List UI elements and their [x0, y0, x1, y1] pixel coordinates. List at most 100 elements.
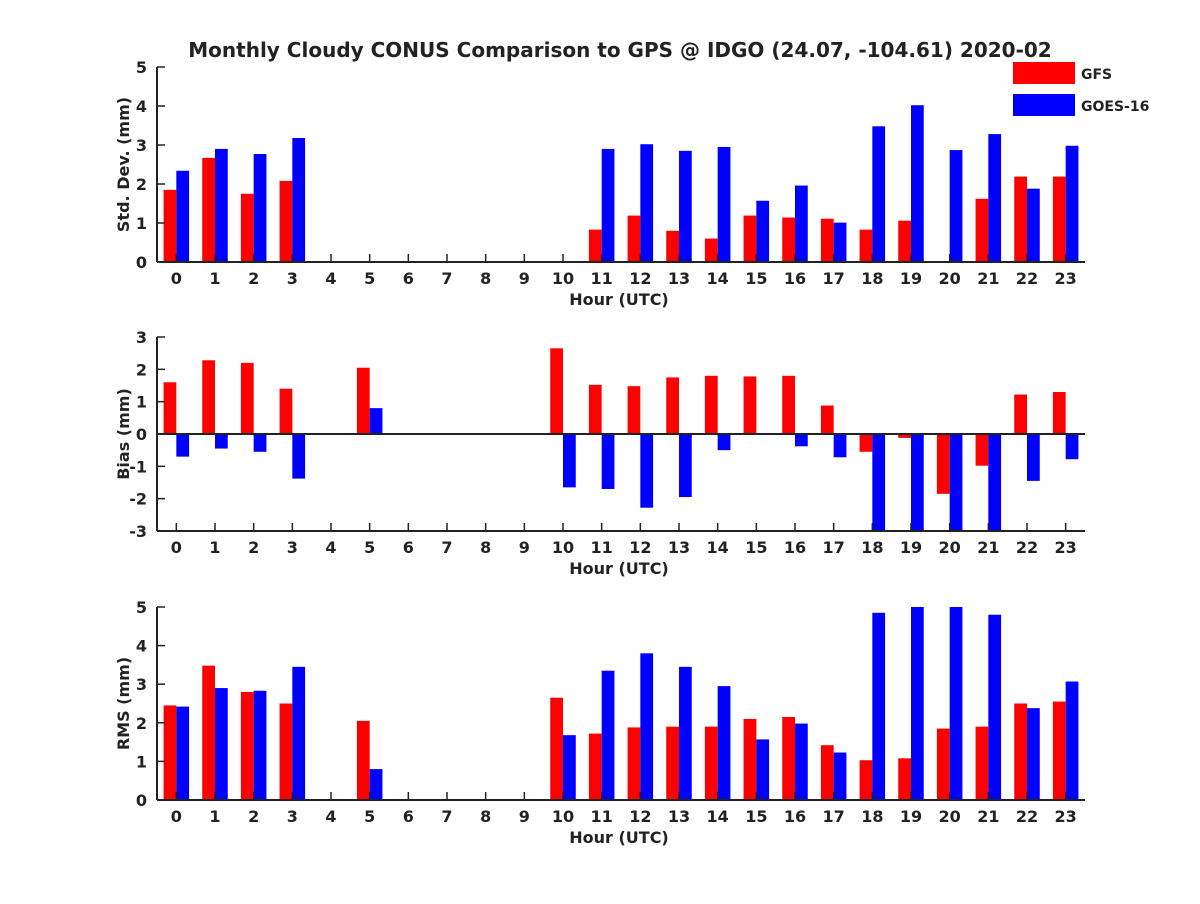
x-tick-label: 17 [823, 269, 845, 288]
x-tick-label: 0 [171, 807, 182, 826]
bar-goes-16-17 [833, 752, 847, 800]
x-tick-label: 4 [325, 269, 336, 288]
bar-goes-16-0 [176, 434, 190, 457]
bar-gfs-21 [975, 726, 989, 800]
bar-goes-16-0 [176, 706, 190, 800]
bar-gfs-17 [820, 405, 834, 434]
x-tick-label: 2 [248, 269, 259, 288]
y-tick-label: 0 [136, 791, 147, 810]
y-tick-label: 0 [136, 425, 147, 444]
bar-goes-16-21 [988, 434, 1002, 531]
bar-goes-16-18 [872, 126, 886, 262]
x-tick-label: 5 [364, 807, 375, 826]
x-tick-label: 8 [480, 538, 491, 557]
y-tick-label: 2 [136, 360, 147, 379]
bar-gfs-18 [859, 229, 873, 262]
y-tick-label: 5 [136, 598, 147, 617]
x-tick-label: 14 [707, 538, 729, 557]
x-tick-label: 12 [629, 269, 651, 288]
x-tick-label: 18 [861, 538, 883, 557]
bar-goes-16-3 [292, 434, 306, 479]
x-tick-label: 14 [707, 807, 729, 826]
x-tick-label: 10 [552, 538, 574, 557]
x-tick-label: 1 [209, 269, 220, 288]
bar-goes-16-5 [369, 769, 383, 800]
y-tick-label: -3 [129, 522, 147, 541]
bar-gfs-15 [743, 376, 757, 434]
x-tick-label: 13 [668, 807, 690, 826]
bar-goes-16-12 [640, 144, 654, 262]
bar-goes-16-13 [679, 434, 692, 498]
x-tick-label: 8 [480, 269, 491, 288]
x-tick-label: 17 [823, 538, 845, 557]
bar-goes-16-13 [679, 150, 692, 262]
bar-goes-16-23 [1065, 681, 1079, 800]
x-tick-label: 9 [519, 269, 530, 288]
x-tick-label: 7 [441, 269, 452, 288]
x-tick-label: 4 [325, 538, 336, 557]
bar-goes-16-22 [1027, 188, 1040, 262]
bar-goes-16-23 [1065, 434, 1079, 460]
bar-goes-16-20 [949, 434, 963, 531]
bar-gfs-13 [666, 377, 679, 434]
x-tick-label: 16 [784, 807, 806, 826]
x-tick-label: 11 [591, 807, 613, 826]
y-tick-label: 1 [136, 393, 147, 412]
bar-gfs-19 [898, 220, 911, 262]
bar-gfs-14 [704, 375, 718, 434]
x-tick-label: 6 [403, 807, 414, 826]
x-axis-title: Hour (UTC) [569, 290, 669, 309]
x-tick-label: 3 [287, 538, 298, 557]
x-tick-label: 13 [668, 269, 690, 288]
bar-goes-16-11 [601, 434, 615, 489]
y-tick-label: -1 [129, 457, 147, 476]
bar-goes-16-18 [872, 612, 886, 800]
legend-label: GOES-16 [1081, 99, 1149, 115]
bar-goes-16-14 [717, 146, 731, 262]
bar-goes-16-22 [1027, 434, 1040, 481]
x-tick-label: 11 [591, 538, 613, 557]
bar-goes-16-3 [292, 137, 306, 262]
bar-gfs-0 [163, 189, 177, 262]
legend-swatch-gfs [1013, 62, 1075, 84]
x-tick-label: 15 [745, 807, 767, 826]
bar-goes-16-2 [253, 153, 267, 262]
y-tick-label: 5 [136, 58, 147, 77]
x-tick-label: 7 [441, 538, 452, 557]
bar-gfs-0 [163, 705, 177, 800]
bar-gfs-11 [588, 229, 602, 262]
bar-gfs-1 [202, 360, 215, 434]
bar-gfs-11 [588, 733, 602, 800]
x-tick-label: 1 [209, 538, 220, 557]
bar-goes-16-19 [911, 105, 924, 262]
bar-gfs-22 [1014, 394, 1027, 434]
bar-goes-16-20 [949, 150, 963, 262]
bar-gfs-22 [1014, 176, 1027, 262]
x-tick-label: 14 [707, 269, 729, 288]
bar-gfs-3 [279, 703, 293, 800]
bar-gfs-0 [163, 382, 177, 434]
y-tick-label: 3 [136, 136, 147, 155]
bar-gfs-2 [240, 193, 254, 262]
bar-goes-16-11 [601, 670, 615, 800]
x-tick-label: 20 [939, 538, 961, 557]
y-axis-title: Bias (mm) [114, 388, 133, 480]
x-tick-label: 20 [939, 269, 961, 288]
bar-gfs-12 [627, 215, 641, 262]
x-tick-label: 12 [629, 538, 651, 557]
bar-gfs-19 [898, 758, 911, 800]
bar-gfs-18 [859, 434, 873, 452]
x-tick-label: 6 [403, 269, 414, 288]
bar-goes-16-5 [369, 408, 383, 434]
bar-goes-16-23 [1065, 145, 1079, 262]
x-tick-label: 18 [861, 807, 883, 826]
x-tick-label: 21 [977, 269, 999, 288]
x-tick-label: 15 [745, 538, 767, 557]
y-tick-label: 3 [136, 675, 147, 694]
bar-goes-16-16 [795, 723, 808, 800]
y-tick-label: 2 [136, 714, 147, 733]
bar-goes-16-16 [795, 434, 808, 447]
